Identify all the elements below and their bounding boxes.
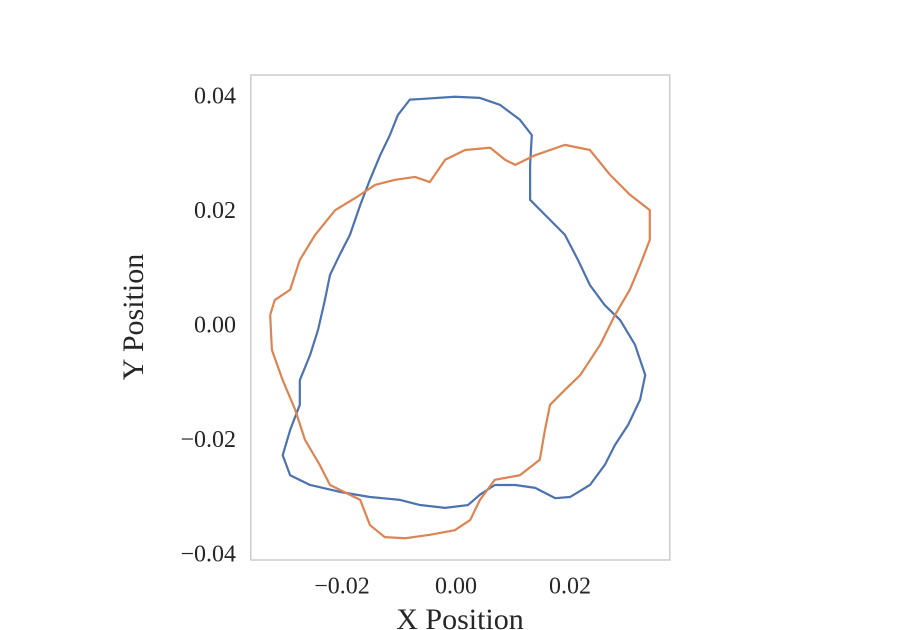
plot-frame bbox=[250, 74, 671, 561]
x-tick-label: 0.00 bbox=[435, 574, 477, 600]
x-axis-title: X Position bbox=[396, 603, 524, 630]
y-tick-label: −0.04 bbox=[180, 541, 236, 567]
y-tick-label: 0.02 bbox=[194, 198, 236, 224]
trace-line bbox=[281, 95, 647, 509]
trace-line bbox=[269, 143, 651, 540]
x-tick-label: 0.02 bbox=[549, 574, 591, 600]
y-tick-label: 0.00 bbox=[194, 312, 236, 338]
y-tick-label: −0.02 bbox=[180, 427, 236, 453]
x-tick-label: −0.02 bbox=[314, 574, 370, 600]
y-axis-title: Y Position bbox=[117, 254, 150, 380]
y-tick-label: 0.04 bbox=[194, 83, 236, 109]
